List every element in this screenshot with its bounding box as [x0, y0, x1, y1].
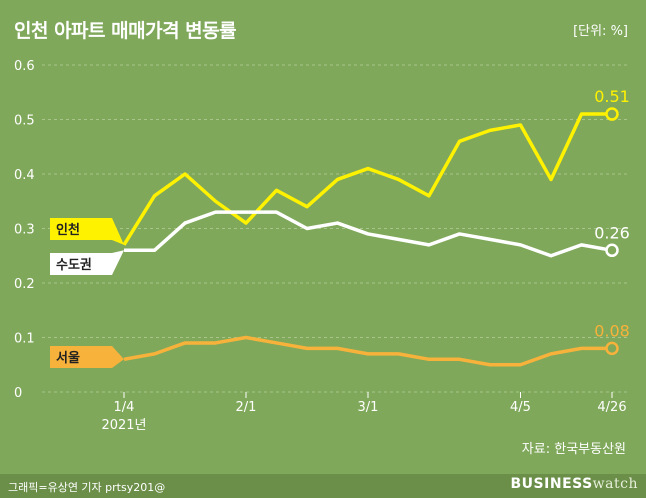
chart-title: 인천 아파트 매매가격 변동률: [14, 20, 237, 42]
series-tag-label-seoul: 서울: [56, 350, 80, 366]
source-label: 자료: 한국부동산원: [521, 442, 626, 457]
x-tick-label-1: 2/1: [236, 400, 257, 415]
x-tick-label-2: 3/1: [358, 400, 379, 415]
end-value-label-seoul: 0.08: [594, 321, 630, 340]
series-tag-capital: [50, 250, 124, 275]
x-tick-label-0: 1/4: [114, 400, 135, 415]
series-tag-seoul: [50, 346, 124, 368]
brand-logo: BUSINESSwatch: [511, 476, 638, 492]
series-tag-incheon: [50, 218, 124, 245]
x-tick-sublabel-0: 2021년: [101, 418, 146, 433]
unit-label: [단위: %]: [573, 24, 628, 39]
logo-main-text: BUSINESS: [510, 476, 593, 492]
y-tick-label-6: 0.6: [14, 59, 35, 74]
y-tick-label-2: 0.2: [14, 277, 35, 292]
series-line-capital: [124, 210, 613, 258]
x-tick-label-3: 4/5: [510, 400, 531, 415]
end-point-capital: [605, 243, 619, 258]
y-tick-label-4: 0.4: [14, 168, 35, 183]
y-tick-label-0: 0: [14, 386, 22, 401]
end-value-label-capital: 0.26: [594, 223, 630, 242]
y-tick-label-3: 0.3: [14, 223, 35, 238]
footer-bar: 그래픽=유상연 기자 prtsy201@ BUSINESSwatch: [0, 474, 646, 498]
graphic-credit: 그래픽=유상연 기자 prtsy201@: [8, 481, 166, 494]
end-point-incheon: [605, 107, 619, 121]
end-point-seoul: [605, 341, 619, 356]
series-line-incheon: [122, 112, 612, 246]
series-line-seoul: [123, 335, 612, 367]
end-value-label-incheon: 0.51: [594, 87, 630, 106]
y-tick-label-1: 0.1: [14, 332, 35, 347]
x-tick-label-4: 4/26: [597, 400, 626, 415]
series-tag-label-capital: 수도권: [56, 258, 92, 273]
y-tick-label-5: 0.5: [14, 114, 35, 129]
logo-sub-text: watch: [592, 476, 638, 492]
series-tag-label-incheon: 인천: [56, 222, 80, 238]
